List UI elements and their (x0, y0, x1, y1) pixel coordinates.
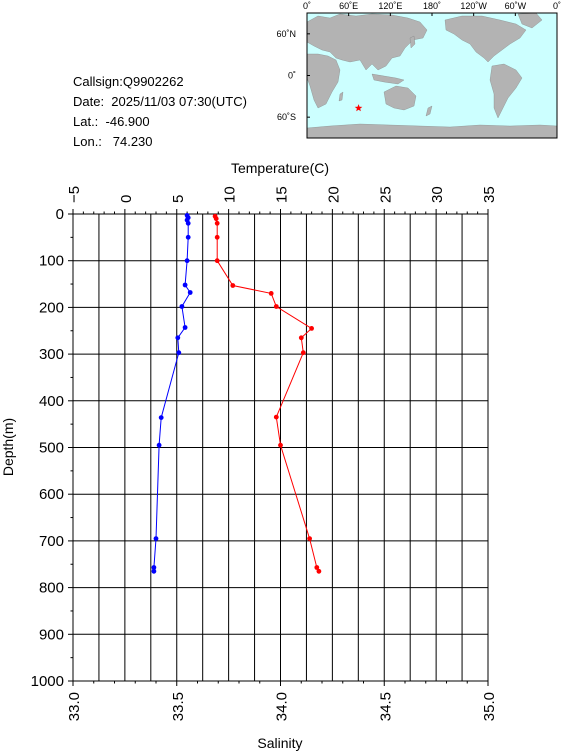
temperature-data-point (179, 304, 185, 309)
temperature-data-point (182, 325, 188, 330)
temperature-axis-label: Temperature(C) (231, 160, 329, 176)
salinity-data-point (300, 350, 306, 356)
temperature-data-point (184, 258, 190, 264)
salinity-data-point (278, 442, 283, 448)
temperature-data-point (185, 220, 191, 226)
station-info: Callsign:Q9902262 Date: 2025/11/03 07:30… (73, 72, 247, 152)
salinity-data-point (307, 536, 312, 541)
depth-tick-label: 600 (39, 486, 64, 503)
temperature-data-point (151, 565, 157, 570)
map-longitude-label: 0˚ (553, 1, 561, 11)
salinity-data-point (230, 283, 236, 288)
map-longitude-label: 120˚W (460, 1, 487, 11)
salinity-data-point (309, 326, 314, 331)
new-zealand-landmass (425, 105, 433, 117)
south-america-landmass (489, 63, 523, 119)
temperature-profile-line (153, 215, 191, 572)
map-land (306, 12, 558, 139)
north-america-landmass (444, 15, 527, 63)
salinity-data-point (214, 220, 220, 226)
temperature-data-point (151, 568, 157, 574)
temperature-tick-label: 30 (429, 186, 446, 203)
salinity-data-point (273, 414, 279, 420)
map-longitude-label: 120˚E (378, 1, 402, 11)
map-latitude-label: 60˚N (276, 29, 296, 39)
longitude-text: Lon.: 74.230 (73, 134, 153, 149)
depth-axis-label: Depth(m) (0, 418, 16, 476)
eurasia-landmass (306, 13, 428, 71)
temperature-data-point (176, 350, 182, 356)
depth-tick-label: 100 (39, 253, 64, 270)
depth-tick-label: 200 (39, 299, 64, 316)
salinity-data-point (316, 568, 322, 574)
plot-frame (72, 213, 489, 682)
depth-tick-label: 800 (39, 580, 64, 597)
temperature-tick-label: 10 (222, 186, 239, 203)
chart-series (151, 213, 322, 574)
temperature-data-point (184, 217, 190, 223)
temperature-data-point (187, 290, 193, 295)
madagascar-landmass (338, 91, 344, 102)
salinity-data-point (273, 304, 279, 309)
temperature-tick-label: −5 (66, 186, 83, 203)
africa-landmass (306, 53, 341, 109)
indonesia-landmass (371, 73, 405, 85)
depth-tick-label: 0 (56, 206, 64, 223)
depth-tick-label: 400 (39, 393, 64, 410)
temperature-data-point (185, 234, 191, 240)
salinity-tick-label: 33.5 (170, 692, 187, 721)
salinity-data-point (214, 258, 220, 264)
depth-tick-label: 300 (39, 346, 64, 363)
callsign-text: Callsign:Q9902262 (73, 74, 184, 89)
temperature-data-point (184, 213, 190, 218)
map-longitude-label: 180˚ (423, 1, 441, 11)
temperature-tick-label: 35 (481, 186, 498, 203)
salinity-data-point (213, 216, 219, 222)
station-location-star (354, 104, 363, 112)
temperature-data-point (175, 335, 181, 341)
date-text: Date: 2025/11/03 07:30(UTC) (73, 94, 247, 109)
depth-tick-label: 900 (39, 626, 64, 643)
salinity-profile-line (214, 216, 320, 572)
salinity-tick-label: 34.0 (274, 692, 291, 721)
temperature-data-point (185, 215, 191, 221)
temperature-data-point (182, 282, 188, 288)
australia-landmass (383, 85, 417, 111)
location-map: 0˚ 60˚E 120˚E 180˚ 120˚W 60˚W 0˚ 60˚N 0˚ 60˚S (276, 1, 561, 139)
salinity-data-point (298, 335, 304, 341)
salinity-tick-label: 34.5 (377, 692, 394, 721)
latitude-text: Lat.: -46.900 (73, 114, 150, 129)
temperature-tick-label: 0 (118, 195, 135, 203)
map-latitude-label: 60˚S (277, 112, 296, 122)
salinity-tick-label: 35.0 (481, 692, 498, 721)
salinity-tick-label: 33.0 (66, 692, 83, 721)
salinity-axis-label: Salinity (257, 735, 302, 751)
salinity-data-point (314, 565, 320, 570)
depth-tick-label: 700 (39, 533, 64, 550)
temperature-tick-label: 25 (377, 186, 394, 203)
temperature-tick-label: 20 (325, 186, 342, 203)
depth-tick-label: 1000 (31, 673, 64, 690)
map-longitude-labels: 0˚ 60˚E 120˚E 180˚ 120˚W 60˚W 0˚ (303, 1, 561, 16)
map-longitude-label: 60˚W (505, 1, 527, 11)
map-latitude-labels: 60˚N 0˚ 60˚S (276, 29, 310, 122)
map-latitude-label: 0˚ (288, 71, 296, 81)
chart-grid (73, 214, 488, 681)
map-longitude-label: 0˚ (303, 1, 311, 11)
depth-tick-label: 500 (39, 440, 64, 457)
japan-landmass (409, 35, 416, 49)
salinity-data-point (212, 213, 218, 219)
temperature-tick-label: 15 (274, 186, 291, 203)
temperature-data-point (153, 536, 159, 541)
salinity-data-point (214, 234, 220, 240)
map-longitude-label: 60˚E (339, 1, 358, 11)
salinity-data-point (268, 291, 274, 296)
temperature-data-point (156, 442, 162, 448)
temperature-tick-label: 5 (170, 195, 187, 203)
temperature-data-point (158, 415, 164, 420)
